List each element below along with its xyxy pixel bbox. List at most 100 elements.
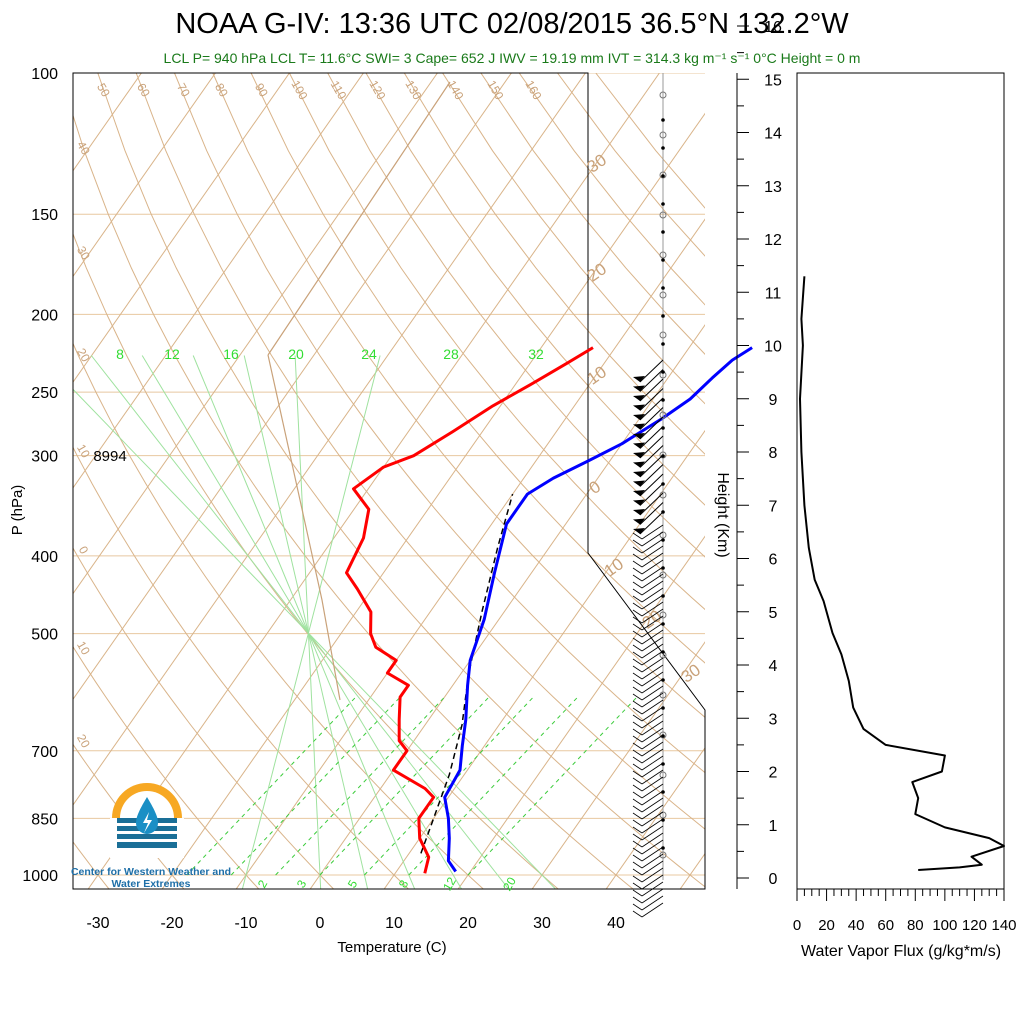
wind-barb-shaft (641, 769, 664, 785)
dry-adiabat-line (250, 73, 705, 664)
wind-barb-shaft (639, 445, 664, 468)
height-tick-label: 16 (764, 19, 782, 36)
wind-barb-shaft (641, 587, 664, 603)
dry-adiabat-line (135, 73, 705, 830)
logo-wave-stripe (117, 839, 177, 842)
annotation-label: 8994 (93, 448, 126, 465)
wind-barb-feather (632, 574, 643, 582)
x-tick-label: -30 (86, 915, 109, 932)
wind-barb-flag (633, 414, 645, 420)
moist-adiabat-line (90, 355, 510, 889)
wind-barb-flag (633, 509, 645, 515)
wind-barb-shaft (641, 713, 664, 729)
wind-barb-shaft (639, 492, 664, 516)
mixing-ratio-line (230, 696, 401, 876)
wind-barb-feather (632, 553, 643, 561)
dewpoint-line (345, 346, 594, 874)
dry-adiabat-line (97, 73, 705, 888)
wind-barb-feather (632, 826, 643, 834)
wind-barb-feather (632, 742, 643, 750)
wind-barb-feather (632, 665, 643, 673)
x-tick-label: 40 (607, 915, 625, 932)
wind-barb-shaft (641, 881, 664, 897)
theta-label: 150 (484, 78, 506, 103)
wind-barb-shaft (641, 839, 664, 855)
wind-barb-shaft (641, 846, 664, 862)
wind-barb-feather (632, 602, 643, 610)
wind-barb-feather (632, 910, 643, 918)
wind-barb-shaft (641, 531, 664, 547)
y-tick-label: 850 (31, 811, 58, 828)
mixing-ratio-line (319, 696, 490, 876)
height-tick-label: 1 (769, 818, 778, 835)
wind-barb-shaft (641, 692, 664, 708)
isotherm-left-label: 40 (74, 139, 93, 158)
height-tick-label: 15 (764, 72, 782, 89)
isotherm-right-label: 30 (678, 660, 704, 686)
wind-barb-shaft (639, 454, 664, 478)
wind-calm-marker (659, 491, 667, 499)
mixing-ratio-line (408, 696, 579, 876)
mixing-ratio-top-label: 16 (223, 346, 239, 362)
wind-barb-feather (632, 833, 643, 841)
isotherm-left-label: 30 (74, 244, 93, 263)
wind-barb-shaft (641, 790, 664, 806)
y-tick-label: 1000 (22, 868, 58, 885)
wind-barb-feather (632, 637, 643, 645)
wind-level-dot (661, 566, 665, 570)
wind-level-dot (661, 538, 665, 542)
wind-barb-shaft (641, 797, 664, 813)
theta-label: 120 (366, 78, 388, 103)
wind-barb-shaft (641, 608, 664, 624)
wind-level-dot (661, 174, 665, 178)
wind-barb-flag (633, 461, 645, 468)
dry-adiabat-line (442, 73, 705, 405)
mixing-ratio-top-label: 12 (164, 346, 180, 362)
isotherm-line (531, 641, 705, 889)
flux-tick-label: 0 (793, 917, 801, 934)
wind-calm-marker (659, 611, 667, 619)
height-tick-label: 9 (769, 392, 778, 409)
mixing-ratio-bottom-label: 12 (440, 874, 459, 893)
dry-adiabat-line (595, 73, 705, 209)
wind-level-dot (661, 846, 665, 850)
wind-barb-feather (632, 735, 643, 743)
x-tick-label: -10 (234, 915, 257, 932)
wind-barb-shaft (641, 741, 664, 757)
wind-level-dot (661, 734, 665, 738)
wind-calm-marker (659, 851, 667, 859)
wind-barb-shaft (641, 699, 664, 715)
skewt-frame (72, 72, 706, 890)
wind-barb-shaft (641, 902, 664, 918)
mixing-ratio-line (186, 696, 357, 876)
wind-barb-feather (632, 658, 643, 666)
wind-barb-shaft (641, 748, 664, 764)
wind-barb-flag (633, 480, 645, 487)
dry-adiabat-line (73, 547, 335, 889)
dry-adiabat-line (73, 841, 110, 889)
y-tick-label: 200 (31, 307, 58, 324)
wind-barb-shaft (641, 874, 664, 890)
wind-barb-shaft (641, 804, 664, 820)
y-tick-label: 150 (31, 207, 58, 224)
mixing-ratio-line (467, 696, 638, 876)
wind-level-dot (661, 118, 665, 122)
wind-barb-feather (632, 854, 643, 862)
wind-barb-shaft (641, 755, 664, 771)
wind-barb-shaft (641, 650, 664, 666)
mixing-ratio-top-label: 20 (288, 346, 304, 362)
dry-adiabat-line (212, 73, 705, 718)
y-tick-label: 700 (31, 744, 58, 761)
mixing-ratio-bottom-label: 20 (500, 874, 519, 893)
wind-barb-shaft (639, 416, 664, 440)
mixing-ratio-bottom-label: 3 (294, 877, 310, 890)
wind-barb-feather (632, 784, 643, 792)
wind-barb-shaft (641, 622, 664, 638)
height-tick-label: 14 (764, 126, 782, 143)
isotherm-left-label: 20 (74, 346, 93, 365)
logo-bolt-icon (143, 812, 152, 833)
reference-adiabat-line (267, 354, 341, 701)
dry-adiabat-line (73, 232, 559, 889)
wind-level-dot (661, 230, 665, 234)
